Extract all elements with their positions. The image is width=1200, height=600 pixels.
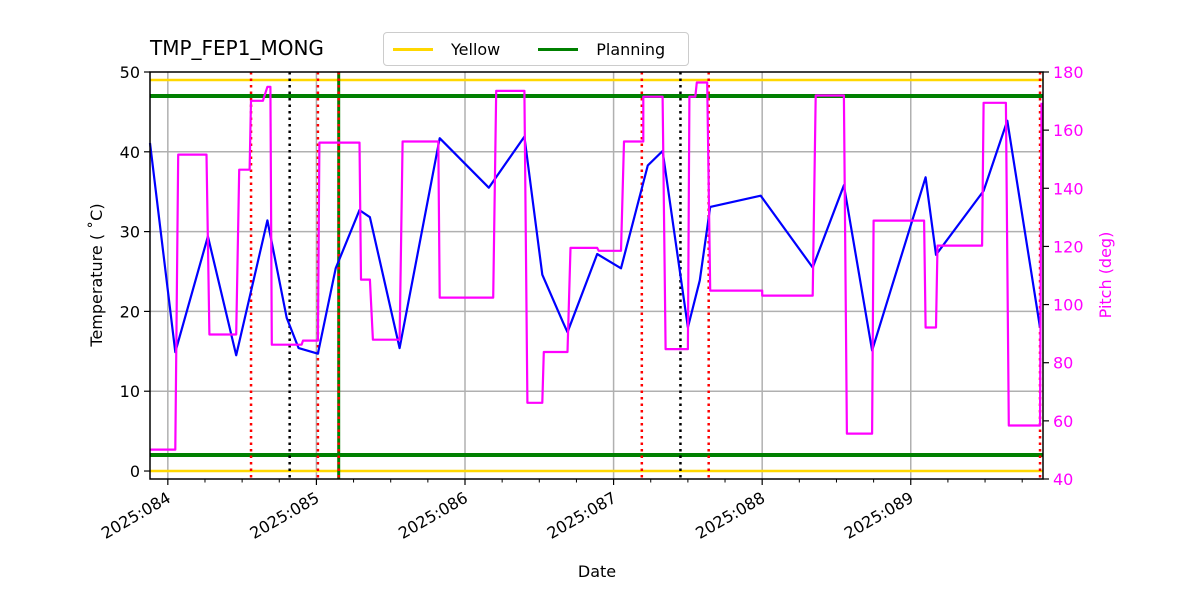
- x-tick-label: 2025:089: [841, 488, 917, 543]
- plot-frame: [149, 71, 1044, 480]
- y2-tick-label: 180: [1053, 63, 1084, 82]
- legend-label-yellow: Yellow: [451, 39, 501, 59]
- legend-item-planning: Planning: [538, 40, 665, 59]
- chart-title: TMP_FEP1_MONG: [150, 36, 324, 60]
- y-axis-label: Temperature ( ˚C): [87, 203, 106, 347]
- y-tick-label: 10: [120, 382, 140, 401]
- x-tick-label: 2025:085: [247, 488, 323, 543]
- legend-swatch-planning: [538, 47, 579, 51]
- y-tick-label: 20: [120, 302, 140, 321]
- y-tick-label: 0: [130, 462, 140, 481]
- legend-swatch-yellow: [393, 47, 433, 51]
- pitch-series-line: [150, 81, 1043, 451]
- x-tick-label: 2025:088: [692, 488, 768, 543]
- y-tick-label: 50: [120, 63, 140, 82]
- x-axis-label: Date: [578, 562, 616, 581]
- y2-tick-label: 120: [1053, 237, 1084, 256]
- y2-tick-label: 40: [1053, 470, 1073, 489]
- y-tick-label: 40: [120, 143, 140, 162]
- data-series: [148, 81, 1043, 451]
- y2-tick-label: 140: [1053, 179, 1084, 198]
- event-markers: [249, 72, 1042, 479]
- x-tick-label: 2025:086: [395, 488, 471, 543]
- y2-tick-label: 60: [1053, 412, 1073, 431]
- x-tick-label: 2025:084: [98, 488, 174, 543]
- y-tick-label: 30: [120, 223, 140, 242]
- legend-label-planning: Planning: [596, 39, 666, 59]
- grid-lines: [150, 72, 1043, 479]
- x-tick-label: 2025:087: [544, 488, 620, 543]
- temperature-series-line: [148, 119, 1042, 357]
- y2-tick-label: 80: [1053, 354, 1073, 373]
- legend: Yellow Planning: [383, 32, 689, 66]
- legend-item-yellow: Yellow: [393, 40, 500, 59]
- y2-tick-label: 160: [1053, 121, 1084, 140]
- threshold-lines: [150, 78, 1043, 473]
- y2-tick-label: 100: [1053, 296, 1084, 315]
- y2-axis-label: Pitch (deg): [1096, 232, 1115, 319]
